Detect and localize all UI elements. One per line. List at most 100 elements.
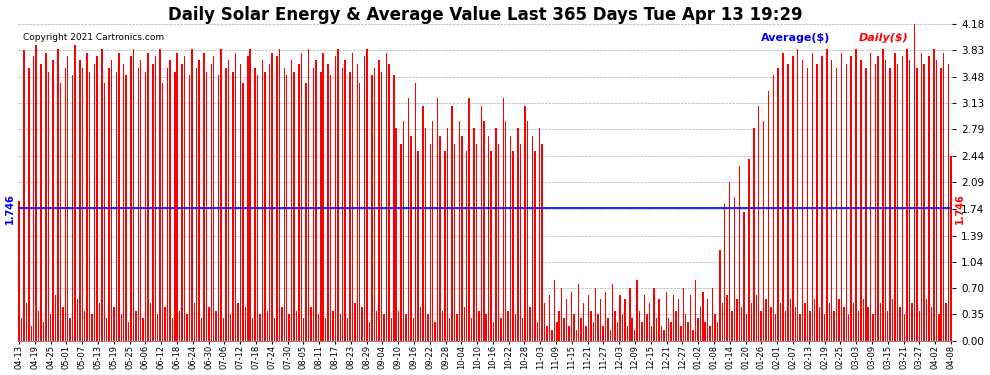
- Bar: [276, 56, 278, 341]
- Bar: [702, 292, 704, 341]
- Bar: [135, 310, 137, 341]
- Bar: [126, 75, 127, 341]
- Bar: [233, 72, 234, 341]
- Bar: [50, 315, 51, 341]
- Bar: [760, 310, 762, 341]
- Bar: [403, 121, 404, 341]
- Bar: [423, 106, 424, 341]
- Bar: [770, 307, 771, 341]
- Bar: [575, 330, 577, 341]
- Bar: [113, 307, 115, 341]
- Bar: [836, 68, 838, 341]
- Bar: [929, 56, 930, 341]
- Bar: [64, 68, 66, 341]
- Bar: [807, 68, 808, 341]
- Bar: [36, 45, 37, 341]
- Bar: [463, 307, 465, 341]
- Bar: [617, 322, 619, 341]
- Bar: [655, 318, 657, 341]
- Bar: [28, 68, 30, 341]
- Bar: [670, 322, 672, 341]
- Bar: [435, 322, 436, 341]
- Bar: [690, 296, 691, 341]
- Bar: [223, 318, 224, 341]
- Bar: [96, 56, 98, 341]
- Bar: [936, 60, 938, 341]
- Bar: [765, 299, 767, 341]
- Bar: [140, 60, 142, 341]
- Bar: [719, 250, 721, 341]
- Bar: [785, 310, 786, 341]
- Bar: [354, 303, 355, 341]
- Bar: [739, 166, 740, 341]
- Bar: [245, 307, 247, 341]
- Bar: [880, 303, 881, 341]
- Bar: [291, 60, 292, 341]
- Bar: [106, 318, 107, 341]
- Bar: [568, 326, 569, 341]
- Bar: [750, 303, 752, 341]
- Bar: [335, 56, 337, 341]
- Bar: [809, 310, 811, 341]
- Bar: [822, 56, 823, 341]
- Bar: [471, 318, 472, 341]
- Bar: [894, 53, 896, 341]
- Bar: [19, 201, 20, 341]
- Bar: [442, 310, 444, 341]
- Bar: [814, 299, 816, 341]
- Bar: [590, 310, 592, 341]
- Bar: [325, 318, 327, 341]
- Bar: [508, 310, 509, 341]
- Bar: [780, 303, 781, 341]
- Bar: [865, 68, 866, 341]
- Bar: [527, 121, 529, 341]
- Bar: [445, 151, 446, 341]
- Bar: [201, 318, 202, 341]
- Bar: [191, 49, 192, 341]
- Bar: [561, 288, 562, 341]
- Bar: [261, 60, 263, 341]
- Bar: [449, 318, 450, 341]
- Bar: [116, 72, 117, 341]
- Bar: [685, 315, 686, 341]
- Bar: [675, 310, 677, 341]
- Bar: [196, 68, 197, 341]
- Bar: [283, 68, 285, 341]
- Bar: [408, 98, 409, 341]
- Bar: [573, 315, 574, 341]
- Bar: [323, 53, 324, 341]
- Bar: [162, 83, 163, 341]
- Bar: [303, 318, 305, 341]
- Bar: [782, 53, 784, 341]
- Bar: [420, 307, 422, 341]
- Bar: [418, 151, 419, 341]
- Bar: [914, 24, 915, 341]
- Bar: [388, 64, 390, 341]
- Bar: [128, 322, 130, 341]
- Bar: [240, 64, 242, 341]
- Bar: [478, 310, 480, 341]
- Bar: [812, 53, 813, 341]
- Bar: [94, 64, 95, 341]
- Bar: [208, 307, 210, 341]
- Bar: [755, 296, 757, 341]
- Bar: [642, 322, 643, 341]
- Bar: [281, 307, 282, 341]
- Bar: [588, 296, 589, 341]
- Bar: [216, 310, 217, 341]
- Bar: [251, 318, 253, 341]
- Bar: [734, 197, 736, 341]
- Bar: [639, 310, 641, 341]
- Bar: [86, 53, 88, 341]
- Bar: [386, 53, 387, 341]
- Bar: [453, 144, 455, 341]
- Bar: [907, 49, 908, 341]
- Bar: [458, 121, 460, 341]
- Bar: [644, 296, 645, 341]
- Bar: [306, 83, 307, 341]
- Bar: [790, 299, 791, 341]
- Bar: [228, 60, 229, 341]
- Bar: [517, 129, 519, 341]
- Bar: [921, 53, 923, 341]
- Bar: [466, 151, 467, 341]
